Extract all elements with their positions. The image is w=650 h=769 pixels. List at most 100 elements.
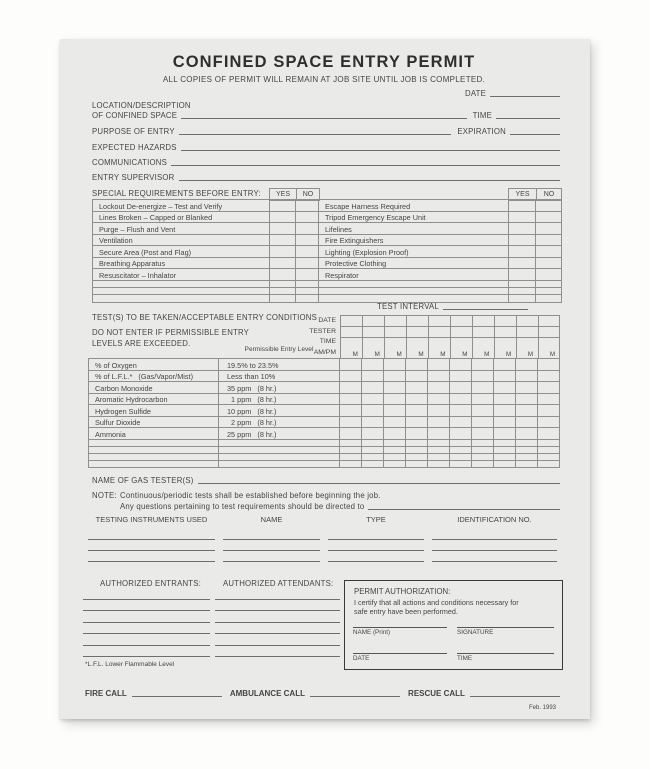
ampm-m-mark: M: [418, 351, 424, 358]
test-row: Ammonia 25 ppm (8 hr.): [89, 428, 559, 440]
purpose-field: PURPOSE OF ENTRY EXPIRATION: [92, 127, 560, 136]
yes-header-label: YES: [275, 191, 290, 198]
note-line2: Any questions pertaining to test require…: [120, 502, 365, 511]
rescue-call-label: RESCUE CALL: [408, 689, 465, 698]
rescue-call-fill-line: [469, 696, 561, 697]
sr-item-cell: Lockout De-energize – Test and Verify: [93, 200, 270, 212]
authorization-date-field: DATE: [353, 653, 447, 662]
test-row: Aromatic Hydrocarbon 1 ppm (8 hr.): [89, 393, 559, 405]
sr-yes-cell: [509, 211, 536, 223]
sr-no-cell: [536, 200, 561, 212]
interval-tester-label: TESTER: [309, 328, 336, 335]
authorization-time-field: TIME: [457, 653, 554, 662]
test-grid-cells: [339, 370, 559, 381]
sr-yes-cell: [270, 269, 296, 281]
sr-yes-cell: [509, 257, 536, 269]
gas-tester-field: NAME OF GAS TESTER(S): [92, 476, 560, 485]
attendant-line: [215, 623, 340, 634]
attendant-line: [215, 634, 340, 646]
permit-form-sheet: CONFINED SPACE ENTRY PERMIT ALL COPIES O…: [60, 39, 590, 719]
test-warning-line1: DO NOT ENTER IF PERMISSIBLE ENTRY: [92, 328, 250, 337]
sr-item-cell: Breathing Apparatus: [93, 257, 270, 269]
sr-no-cell: [296, 246, 319, 258]
sr-item-cell: Ventilation: [93, 234, 270, 246]
test-level-cell: 1 ppm (8 hr.): [227, 395, 277, 404]
supervisor-field: ENTRY SUPERVISOR: [92, 173, 560, 182]
sr-yes-cell: [270, 223, 296, 235]
sr-no-cell: [296, 200, 319, 212]
page-subtitle: ALL COPIES OF PERMIT WILL REMAIN AT JOB …: [162, 75, 486, 84]
instrument-line: [88, 551, 215, 562]
no-header-label: NO: [296, 189, 319, 200]
test-grid-cells: [339, 405, 559, 416]
sr-no-cell: [536, 246, 561, 258]
sr-item-cell: Tripod Emergency Escape Unit: [319, 211, 509, 223]
sr-no-cell: [296, 257, 319, 269]
instrument-id-header: IDENTIFICATION NO.: [457, 515, 532, 524]
communications-fill-line: [171, 165, 560, 166]
sr-no-cell: [536, 223, 561, 235]
page-title: CONFINED SPACE ENTRY PERMIT: [172, 53, 476, 71]
hazards-fill-line: [180, 150, 560, 151]
test-row: Carbon Monoxide 35 ppm (8 hr.): [89, 382, 559, 394]
sr-yes-cell: [509, 294, 536, 302]
date-field: DATE: [465, 89, 560, 98]
ampm-m-mark: M: [462, 351, 468, 358]
revision-date: Feb. 1993: [528, 705, 556, 711]
test-level-cell: 10 ppm (8 hr.): [227, 406, 277, 416]
test-row: [89, 461, 559, 468]
entrant-line: [83, 634, 210, 646]
ampm-m-mark: M: [484, 351, 490, 358]
sr-item-cell: [319, 287, 509, 295]
entrant-line: [83, 611, 210, 623]
sr-yes-cell: [270, 211, 296, 223]
sr-yes-cell: [270, 234, 296, 246]
no-header-label: NO: [536, 189, 561, 200]
sr-no-cell: [536, 295, 561, 302]
ampm-m-mark: M: [549, 351, 556, 358]
communications-field: COMMUNICATIONS: [92, 158, 560, 167]
ampm-m-mark: M: [352, 351, 358, 358]
ambulance-call-label: AMBULANCE CALL: [229, 689, 305, 698]
test-row: % of L.F.L.* (Gas/Vapor/Mist) Less than 1…: [89, 370, 559, 382]
instrument-line: [328, 540, 424, 551]
sr-no-cell: [296, 294, 319, 302]
purpose-fill-line: [178, 134, 452, 135]
ampm-m-mark: M: [440, 351, 446, 358]
interval-time-label: TIME: [319, 338, 336, 345]
sr-item-cell: Secure Area (Post and Flag): [93, 246, 270, 258]
test-name-cell: Hydrogen Sulfide: [89, 405, 219, 416]
sr-item-cell: Lines Broken – Capped or Blanked: [93, 211, 270, 223]
location-label-line2: OF CONFINED SPACE: [92, 111, 178, 120]
attendants-lines: [215, 588, 340, 657]
sr-item-cell: Purge – Flush and Vent: [93, 223, 270, 235]
sr-item-cell: Escape Harness Required: [319, 200, 509, 212]
yes-header-label: YES: [515, 191, 530, 198]
instrument-line: [432, 551, 557, 562]
sr-item-cell: Resuscitator – Inhalator: [93, 269, 270, 281]
sr-yes-cell: [509, 269, 536, 281]
test-level-cell: [219, 440, 339, 446]
sr-no-cell: [536, 269, 561, 281]
interval-grid-labels: DATE TESTER TIME AM/PM: [230, 315, 336, 358]
test-grid-cells: [339, 428, 559, 439]
note-label: NOTE:: [92, 491, 117, 500]
permit-authorization-box: PERMIT AUTHORIZATION: I certify that all…: [344, 580, 563, 670]
sr-yes-cell: [509, 246, 536, 258]
sr-no-cell: [296, 280, 319, 288]
test-grid-cells: [339, 461, 559, 468]
test-interval-fill-line: [442, 309, 528, 310]
emergency-contacts-row: FIRE CALL AMBULANCE CALL RESCUE CALL: [85, 689, 561, 698]
test-name-cell: % of L.F.L.* (Gas/Vapor/Mist): [89, 370, 219, 381]
test-level-cell: 35 ppm (8 hr.): [227, 383, 277, 393]
test-level-cell: Less than 10%: [227, 372, 276, 381]
instrument-line: [328, 551, 424, 562]
test-name-cell: Sulfur Dioxide: [89, 416, 219, 427]
sr-yes-cell: [270, 246, 296, 258]
test-grid-cells: [339, 439, 559, 446]
yes-no-header-left: YES NO: [269, 188, 320, 201]
instrument-line: [223, 529, 320, 540]
test-level-cell: 25 ppm (8 hr.): [227, 429, 277, 439]
entrant-line: [83, 623, 210, 634]
test-row: [89, 453, 559, 462]
